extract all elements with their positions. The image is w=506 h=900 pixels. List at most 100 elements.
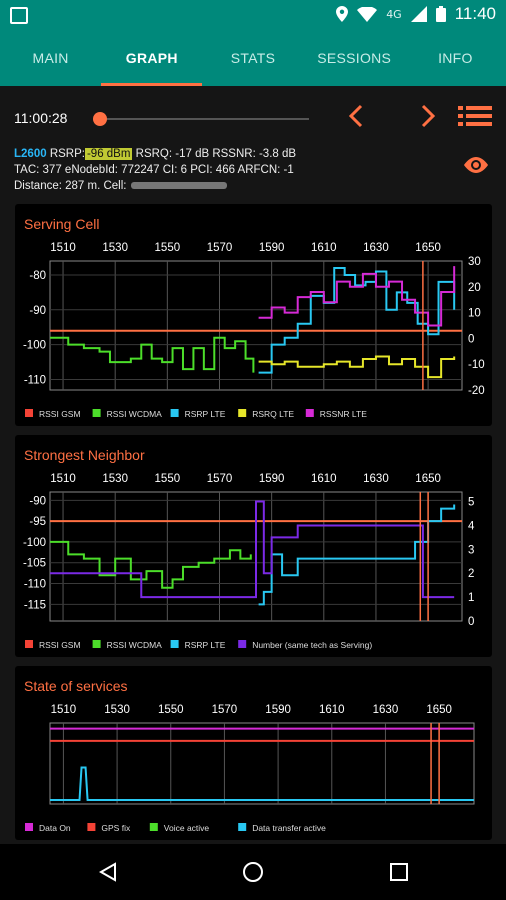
x-tick-label: 1510 bbox=[50, 242, 76, 254]
legend-label: RSSI WCDMA bbox=[107, 640, 163, 650]
legend-label: Voice active bbox=[164, 823, 210, 833]
time-slider[interactable] bbox=[93, 112, 309, 126]
x-tick-label: 1650 bbox=[426, 704, 452, 716]
tab-graph[interactable]: GRAPH bbox=[101, 30, 203, 86]
x-tick-label: 1630 bbox=[373, 704, 399, 716]
legend-swatch bbox=[92, 409, 101, 417]
distance-cell: Distance: 287 m. Cell: bbox=[14, 180, 127, 192]
y-left-tick-label: -95 bbox=[29, 516, 46, 528]
x-tick-label: 1570 bbox=[207, 473, 233, 485]
legend-swatch bbox=[87, 823, 96, 831]
y-right-tick-label: 0 bbox=[468, 333, 474, 345]
y-right-tick-label: 4 bbox=[468, 520, 475, 532]
legend-label: Data transfer active bbox=[252, 823, 326, 833]
rsrq-rssnr: RSRQ: -17 dB RSSNR: -3.8 dB bbox=[135, 148, 297, 160]
chevron-right-icon[interactable] bbox=[418, 104, 438, 128]
legend-label: RSRP LTE bbox=[185, 640, 226, 650]
legend-swatch bbox=[149, 823, 158, 831]
legend-swatch bbox=[25, 409, 33, 417]
y-right-tick-label: 3 bbox=[468, 544, 474, 556]
x-tick-label: 1510 bbox=[51, 704, 77, 716]
battery-icon bbox=[435, 6, 446, 22]
y-left-tick-label: -100 bbox=[23, 340, 46, 352]
chart-title: Serving Cell bbox=[24, 216, 99, 232]
signal-icon bbox=[410, 6, 427, 22]
tab-bar: MAIN GRAPH STATS SESSIONS INFO bbox=[0, 30, 506, 86]
serving-cell-panel: Serving Cell 1510 1530 1550 1570 1590 1610 1630… bbox=[15, 204, 492, 426]
location-icon bbox=[336, 6, 349, 22]
playback-controls: 11:00:28 bbox=[0, 86, 506, 146]
cell-redacted bbox=[130, 182, 227, 190]
y-right-tick-label: 30 bbox=[468, 256, 481, 268]
x-tick-label: 1590 bbox=[265, 704, 291, 716]
cell-info-line2: TAC: 377 eNodebId: 772247 CI: 6 PCI: 466… bbox=[14, 164, 294, 176]
legend-swatch bbox=[25, 640, 33, 648]
slider-thumb[interactable] bbox=[93, 112, 107, 126]
x-tick-label: 1650 bbox=[415, 473, 441, 485]
eye-icon[interactable] bbox=[462, 155, 490, 175]
x-tick-label: 1610 bbox=[311, 242, 337, 254]
y-right-tick-label: 1 bbox=[468, 592, 474, 604]
wifi-icon bbox=[357, 6, 378, 22]
x-tick-label: 1610 bbox=[319, 704, 345, 716]
x-tick-label: 1550 bbox=[155, 242, 181, 254]
y-left-tick-label: -90 bbox=[29, 495, 46, 507]
x-tick-label: 1630 bbox=[363, 473, 389, 485]
chevron-left-icon[interactable] bbox=[346, 104, 366, 128]
x-tick-label: 1530 bbox=[102, 473, 128, 485]
legend-swatch bbox=[170, 640, 179, 648]
legend-label: RSRQ LTE bbox=[252, 409, 294, 419]
home-icon[interactable] bbox=[242, 861, 264, 883]
image-icon bbox=[10, 7, 28, 24]
y-left-tick-label: -90 bbox=[29, 305, 46, 317]
x-tick-label: 1510 bbox=[50, 473, 76, 485]
series-line bbox=[50, 766, 474, 801]
plot-area bbox=[49, 722, 475, 805]
x-tick-label: 1570 bbox=[207, 242, 233, 254]
x-tick-label: 1570 bbox=[212, 704, 238, 716]
x-tick-label: 1650 bbox=[415, 242, 441, 254]
legend-swatch bbox=[238, 640, 247, 648]
y-right-tick-label: -10 bbox=[468, 359, 485, 371]
series-line bbox=[258, 504, 456, 606]
series-line bbox=[258, 355, 456, 379]
playback-time: 11:00:28 bbox=[14, 110, 68, 126]
cell-info: L2600 RSRP: -96 dBm RSRQ: -17 dB RSSNR: -… bbox=[14, 146, 296, 194]
status-clock: 11:40 bbox=[454, 4, 496, 23]
legend-label: RSRP LTE bbox=[185, 409, 226, 419]
status-bar: 4G 11:40 bbox=[0, 0, 506, 30]
y-right-tick-label: 10 bbox=[468, 308, 481, 320]
x-tick-label: 1550 bbox=[158, 704, 184, 716]
legend-swatch bbox=[238, 823, 247, 831]
legend-label: GPS fix bbox=[101, 823, 131, 833]
tab-main[interactable]: MAIN bbox=[32, 50, 69, 66]
legend-label: Number (same tech as Serving) bbox=[252, 640, 372, 650]
y-left-tick-label: -115 bbox=[24, 599, 46, 611]
x-tick-label: 1530 bbox=[104, 704, 130, 716]
y-right-tick-label: 0 bbox=[468, 616, 474, 628]
x-tick-label: 1610 bbox=[311, 473, 337, 485]
chart-title: State of services bbox=[24, 678, 128, 694]
back-icon[interactable] bbox=[98, 862, 118, 882]
plot-area bbox=[49, 491, 463, 622]
recents-icon[interactable] bbox=[389, 862, 409, 882]
x-tick-label: 1550 bbox=[155, 473, 181, 485]
y-right-tick-label: 5 bbox=[468, 497, 474, 509]
tab-sessions[interactable]: SESSIONS bbox=[317, 50, 392, 66]
rsrp-label: RSRP: bbox=[49, 148, 85, 160]
list-icon[interactable] bbox=[458, 104, 492, 128]
legend-swatch bbox=[25, 823, 33, 831]
y-right-tick-label: 20 bbox=[468, 282, 481, 294]
tab-stats[interactable]: STATS bbox=[230, 50, 276, 66]
navigation-bar bbox=[0, 844, 506, 900]
legend-label: RSSI GSM bbox=[39, 640, 81, 650]
x-tick-label: 1530 bbox=[102, 242, 128, 254]
series-line bbox=[258, 266, 456, 374]
rsrp-value: -96 dBm bbox=[84, 148, 133, 160]
legend-label: RSSNR LTE bbox=[320, 409, 367, 419]
legend-swatch bbox=[92, 640, 101, 648]
plot-area bbox=[49, 260, 463, 391]
series-line bbox=[50, 336, 255, 373]
tab-info[interactable]: INFO bbox=[438, 50, 473, 66]
series-line bbox=[258, 266, 456, 327]
